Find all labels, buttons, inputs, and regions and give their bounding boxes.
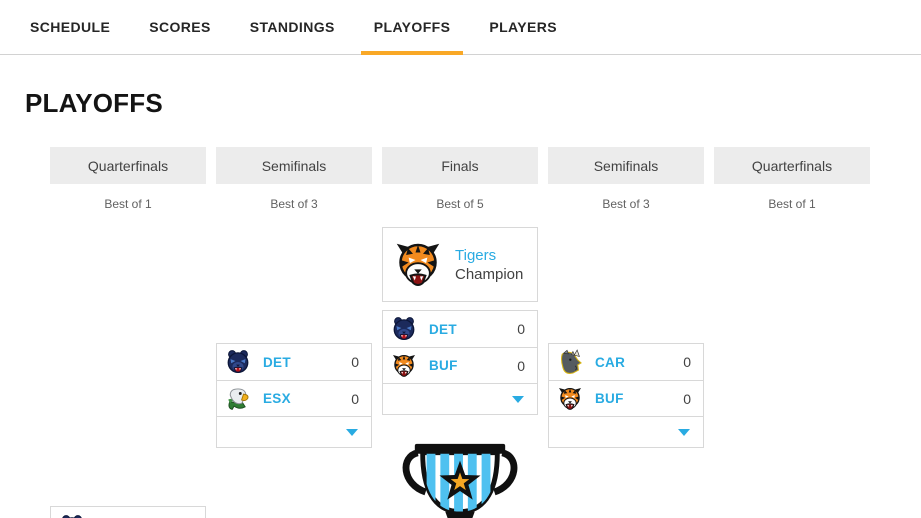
semifinal-right-team-row-buf[interactable]: BUF 0 (549, 380, 703, 416)
bear-head-icon (225, 349, 251, 375)
quarterfinal-team-row[interactable] (51, 507, 205, 518)
best-of-label: Best of 3 (270, 197, 318, 211)
chevron-down-icon (346, 428, 358, 436)
team-abbr: BUF (595, 391, 624, 406)
semifinal-right-match-box: CAR 0 BUF 0 (548, 343, 704, 448)
striped-trophy-icon (396, 437, 524, 518)
finals-team-row-buf[interactable]: BUF 0 (383, 347, 537, 383)
tigers-logo-icon (393, 240, 443, 290)
tiger-head-icon (391, 353, 417, 379)
team-score: 0 (683, 354, 691, 370)
best-of-label: Best of 5 (436, 197, 484, 211)
team-abbr: BUF (429, 358, 458, 373)
team-score: 0 (351, 390, 359, 407)
team-score: 0 (683, 390, 691, 407)
best-of-label: Best of 3 (602, 197, 650, 211)
tab-playoffs[interactable]: PLAYOFFS (360, 0, 464, 55)
page-title: PLAYOFFS (25, 88, 163, 118)
best-of-label: Best of 1 (104, 197, 152, 211)
top-nav: SCHEDULE SCORES STANDINGS PLAYOFFS PLAYE… (0, 0, 921, 55)
bear-head-icon (391, 316, 417, 342)
chevron-down-icon (512, 395, 524, 403)
chevron-down-icon (678, 428, 690, 436)
team-abbr: DET (429, 321, 457, 337)
round-header-semifinals-left: Semifinals (216, 147, 372, 184)
round-header-quarterfinals-left: Quarterfinals (50, 147, 206, 184)
champion-team-name: Tigers (455, 246, 497, 264)
semifinal-left-expand-dropdown[interactable] (217, 416, 371, 447)
tab-players[interactable]: PLAYERS (489, 19, 557, 35)
semifinal-left-team-row-det[interactable]: DET 0 (217, 344, 371, 380)
round-header-finals: Finals (382, 147, 538, 184)
tab-schedule[interactable]: SCHEDULE (30, 19, 111, 35)
rhino-head-icon (557, 349, 583, 375)
team-score: 0 (517, 321, 525, 337)
finals-match-box: DET 0 BUF 0 (382, 310, 538, 415)
champion-box: Tigers Champion (382, 227, 538, 302)
champion-label: Champion (455, 265, 524, 283)
finals-expand-dropdown[interactable] (383, 383, 537, 414)
team-abbr: CAR (595, 354, 626, 370)
tiger-head-icon (557, 386, 583, 412)
semifinal-left-team-row-esx[interactable]: ESX 0 (217, 380, 371, 416)
team-score: 0 (517, 357, 525, 374)
eagle-head-icon (225, 386, 251, 412)
tab-scores[interactable]: SCORES (149, 19, 211, 35)
team-abbr: DET (263, 354, 291, 370)
finals-team-row-det[interactable]: DET 0 (383, 311, 537, 347)
round-header-quarterfinals-right: Quarterfinals (714, 147, 870, 184)
semifinal-right-expand-dropdown[interactable] (549, 416, 703, 447)
semifinal-right-team-row-car[interactable]: CAR 0 (549, 344, 703, 380)
champion-text: Tigers Champion (455, 246, 523, 284)
bear-head-icon (59, 514, 85, 518)
team-score: 0 (351, 354, 359, 370)
semifinal-left-match-box: DET 0 ESX 0 (216, 343, 372, 448)
round-headers: Quarterfinals Semifinals Finals Semifina… (50, 147, 870, 211)
round-header-semifinals-right: Semifinals (548, 147, 704, 184)
quarterfinal-left-match-box-partial (50, 506, 206, 518)
tab-standings[interactable]: STANDINGS (249, 19, 335, 35)
best-of-label: Best of 1 (768, 197, 816, 211)
team-abbr: ESX (263, 391, 291, 406)
